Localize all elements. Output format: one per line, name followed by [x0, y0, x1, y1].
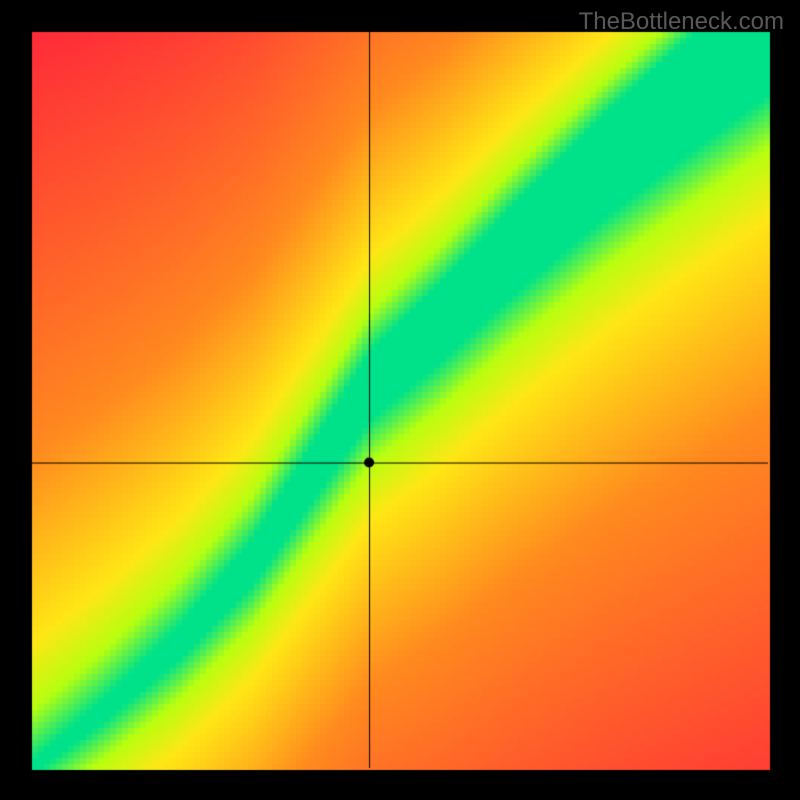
heatmap-canvas: [0, 0, 800, 800]
bottleneck-heatmap: TheBottleneck.com: [0, 0, 800, 800]
watermark-text: TheBottleneck.com: [579, 8, 784, 36]
